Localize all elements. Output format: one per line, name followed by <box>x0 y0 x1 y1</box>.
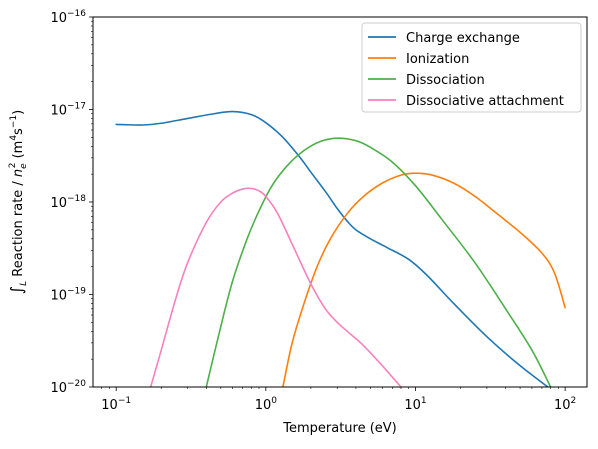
legend-label-dissociation: Dissociation <box>406 73 485 88</box>
y-tick-label: 10−19 <box>50 287 86 304</box>
legend: Charge exchange Ionization Dissociation Dis… <box>362 23 581 112</box>
series-line-ionization <box>283 173 565 387</box>
series-line-dissociative-attachment <box>151 188 401 387</box>
y-axis-ticks: 10−20 10−19 10−18 10−17 10−16 <box>50 9 93 396</box>
y-tick-label: 10−17 <box>50 102 86 119</box>
x-axis-label: Temperature (eV) <box>282 421 397 436</box>
legend-label-charge-exchange: Charge exchange <box>406 31 520 46</box>
y-label-close: ) <box>11 110 26 115</box>
x-tick-label: 102 <box>554 396 576 413</box>
series-line-charge-exchange <box>116 112 550 390</box>
y-tick-label: 10−20 <box>50 379 86 396</box>
y-tick-label: 10−16 <box>50 9 86 26</box>
x-tick-label: 10−1 <box>101 396 131 413</box>
legend-label-dissociative-attachment: Dissociative attachment <box>406 94 564 109</box>
y-axis-label: ∫L Reaction rate / ne2 (m4s−1) <box>7 110 29 294</box>
y-label-integral: ∫ <box>7 286 26 294</box>
y-tick-label: 10−18 <box>50 194 86 211</box>
y-label-text2: (m <box>11 141 26 163</box>
y-label-n: n <box>11 169 26 177</box>
x-tick-label: 100 <box>255 396 278 413</box>
x-tick-label: 101 <box>404 396 426 413</box>
x-axis-ticks: 10−1 100 101 102 <box>101 387 576 413</box>
y-label-s-sup: −1 <box>9 115 19 128</box>
y-label-n-sub: e <box>19 163 29 169</box>
legend-label-ionization: Ionization <box>406 52 469 67</box>
y-label-text1: Reaction rate / <box>11 177 26 281</box>
series-line-dissociation <box>206 138 550 387</box>
series-layer <box>116 112 565 390</box>
